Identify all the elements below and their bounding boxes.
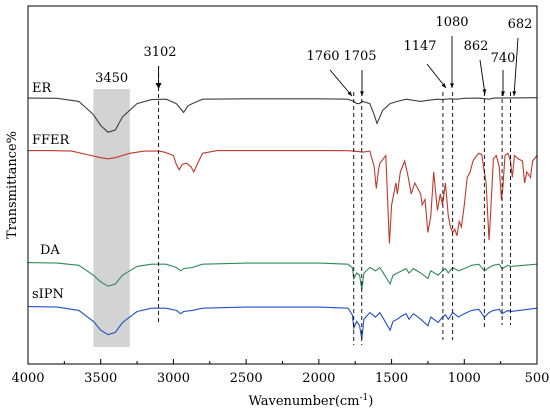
series-line-sipn	[27, 306, 538, 340]
peak-arrow-1760	[329, 69, 353, 97]
peak-arrowhead-682	[512, 91, 517, 96]
series-line-er	[27, 97, 538, 133]
peak-label-862: 862	[464, 39, 489, 54]
series-line-da	[27, 262, 538, 290]
x-axis-label-end: )	[368, 394, 373, 409]
series-label-da: DA	[40, 243, 60, 258]
peak-label-740: 740	[491, 51, 516, 66]
x-axis-label: Wavenumber(cm-1)	[249, 393, 374, 409]
peak-arrow-1147	[426, 63, 447, 89]
peak-label-1705: 1705	[343, 49, 376, 64]
peak-arrowhead-1760	[347, 91, 352, 96]
peak-arrowhead-1147	[441, 83, 446, 88]
peak-arrow-682	[513, 37, 519, 97]
series-label-ffer: FFER	[32, 133, 71, 148]
peak-label-3102: 3102	[143, 45, 176, 60]
peak-label-1760: 1760	[306, 49, 339, 64]
series-line-ffer	[28, 150, 538, 244]
x-tick-label: 500	[525, 371, 550, 386]
peak-arrowhead-1080	[450, 83, 454, 88]
peak-arrowhead-1705	[360, 91, 364, 96]
x-tick-label: 3000	[157, 371, 190, 386]
x-axis-label-main: Wavenumber(cm	[249, 394, 360, 409]
x-tick-label: 1500	[375, 371, 408, 386]
y-axis-label: Transmittance%	[5, 131, 20, 239]
peak-label-682: 682	[508, 17, 533, 32]
peak-label-1147: 1147	[403, 39, 436, 54]
x-tick-label: 1000	[448, 371, 481, 386]
highlight-band	[93, 89, 130, 347]
x-tick-label: 2000	[302, 371, 335, 386]
peak-arrowhead-740	[501, 91, 505, 96]
series-label-sipn: sIPN	[32, 287, 64, 302]
x-tick-label: 4000	[11, 371, 44, 386]
peak-arrow-862	[479, 59, 486, 95]
x-tick-label: 3500	[84, 371, 117, 386]
x-tick-label: 2500	[230, 371, 263, 386]
peak-arrowhead-862	[482, 89, 487, 94]
peak-arrowhead-3102	[155, 83, 162, 89]
x-axis-label-sup: -1	[360, 393, 369, 403]
peak-label-1080: 1080	[435, 15, 468, 30]
band-label: 3450	[95, 71, 128, 86]
series-label-er: ER	[32, 81, 52, 96]
